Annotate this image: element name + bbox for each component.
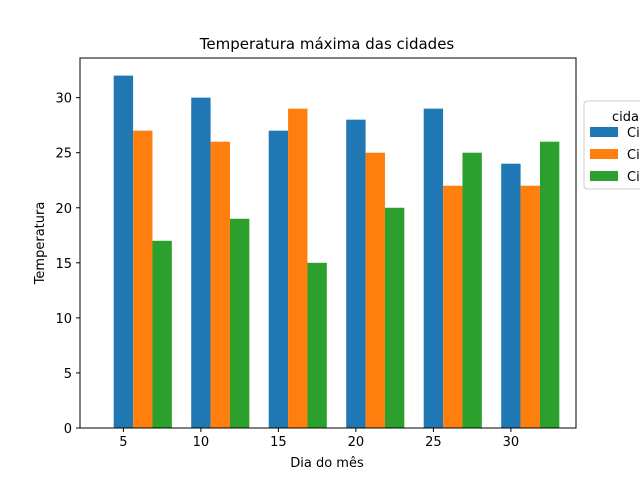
legend-label-3: Ci	[627, 170, 640, 185]
bar-series-3-x-20	[384, 207, 405, 428]
bar-series-1-x-30	[501, 163, 521, 428]
bar-series-2-x-15	[288, 108, 308, 429]
y-tick-label: 10	[55, 312, 72, 327]
bar-series-2-x-5	[133, 130, 153, 428]
y-ticks-group: 0 5 10 15 20 25 30	[55, 92, 80, 437]
legend-swatch-1	[590, 127, 618, 137]
bar-series-1-x-25	[423, 108, 444, 429]
bar-series-1-x-15	[268, 130, 289, 428]
bars-group	[113, 75, 560, 429]
legend-swatch-2	[590, 149, 618, 159]
plot-frame	[79, 57, 577, 429]
y-tick-label: 5	[64, 367, 72, 382]
x-tick-label: 25	[425, 435, 442, 450]
y-tick-label: 30	[55, 92, 72, 107]
bar-series-3-x-5	[152, 240, 172, 428]
x-ticks-group: 5 10 15 20 25 30	[119, 428, 519, 450]
legend-swatch-3	[590, 171, 618, 181]
x-tick-label: 30	[503, 435, 520, 450]
bar-series-3-x-15	[307, 262, 327, 428]
y-tick-label: 15	[55, 257, 72, 272]
bar-series-2-x-10	[210, 141, 230, 428]
y-tick-label: 25	[55, 147, 72, 162]
y-axis-label: Temperatura	[33, 202, 48, 286]
legend: cida Ci Ci Ci	[583, 100, 640, 190]
legend-box	[583, 100, 640, 190]
bar-series-1-x-20	[346, 119, 366, 429]
x-tick-label: 10	[193, 435, 210, 450]
bar-series-3-x-25	[462, 152, 482, 428]
bar-series-2-x-30	[520, 185, 540, 428]
bar-series-3-x-10	[229, 218, 250, 428]
x-tick-label: 5	[119, 435, 127, 450]
bar-series-3-x-30	[539, 141, 560, 428]
bar-series-2-x-20	[365, 152, 385, 428]
bar-series-1-x-5	[113, 75, 134, 428]
y-tick-label: 0	[64, 422, 72, 437]
x-tick-label: 20	[348, 435, 365, 450]
x-tick-label: 15	[270, 435, 287, 450]
legend-label-1: Ci	[627, 126, 640, 141]
bar-series-2-x-25	[443, 185, 463, 428]
chart-title: Temperatura máxima das cidades	[199, 35, 455, 53]
legend-label-2: Ci	[627, 148, 640, 163]
legend-title: cida	[612, 110, 639, 125]
x-axis-label: Dia do mês	[290, 456, 364, 471]
bar-series-1-x-10	[191, 97, 211, 429]
y-tick-label: 20	[55, 202, 72, 217]
